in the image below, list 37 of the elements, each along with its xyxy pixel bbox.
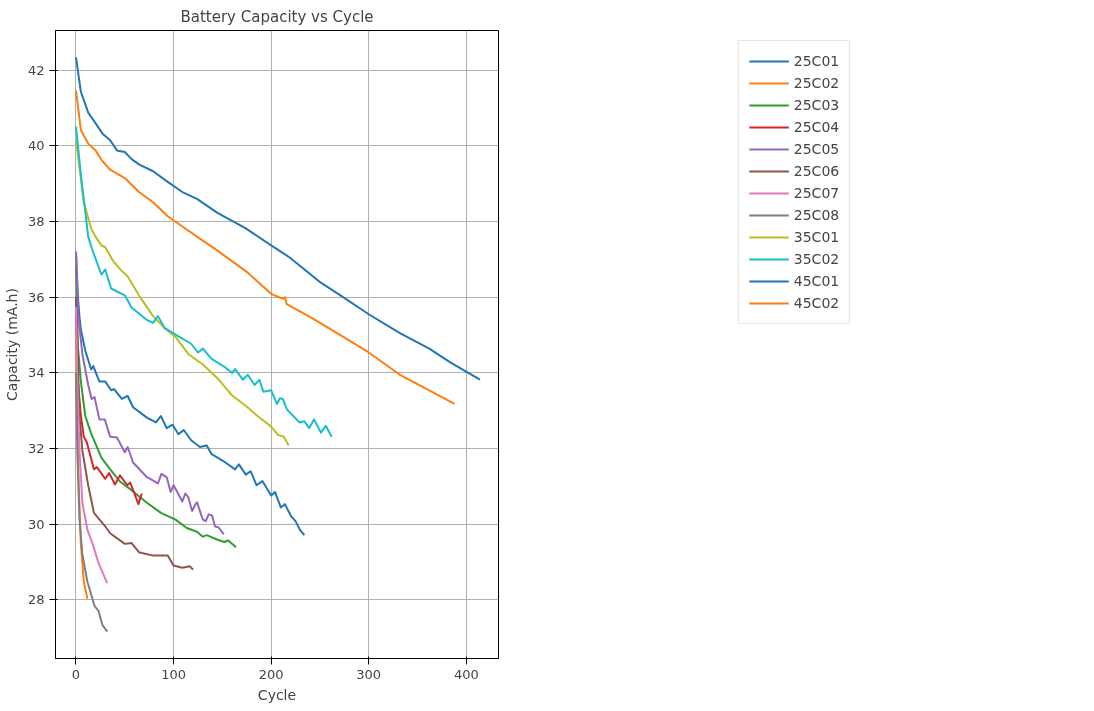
legend-label: 25C08: [793, 207, 840, 223]
y-tick-label: 32: [27, 441, 45, 457]
legend-label: 25C07: [793, 185, 840, 201]
x-tick-label: 200: [258, 666, 284, 682]
y-axis-title: Capacity (mA.h): [3, 288, 20, 401]
legend-label: 45C01: [793, 273, 840, 289]
line-series: [74, 250, 225, 536]
x-tick-label: 100: [161, 666, 186, 682]
line-series: [74, 125, 333, 438]
legend-label: 35C02: [793, 251, 840, 267]
legend-label: 25C03: [793, 97, 840, 113]
y-tick-label: 28: [27, 592, 45, 608]
x-tick-label: 300: [356, 666, 382, 682]
x-tick-label: 400: [453, 666, 479, 682]
y-tick-label: 36: [27, 289, 45, 305]
x-tick-label: 0: [71, 666, 81, 682]
legend-label: 25C04: [793, 119, 840, 135]
line-series: [74, 265, 238, 549]
y-tick-label: 30: [27, 516, 45, 532]
x-axis-title: Cycle: [257, 686, 297, 703]
legend-label: 25C05: [793, 141, 840, 157]
line-series: [74, 56, 481, 381]
line-series: [74, 296, 195, 571]
legend-label: 45C02: [793, 295, 840, 311]
line-series: [74, 89, 456, 405]
y-tick-label: 38: [27, 214, 45, 230]
line-series: [74, 371, 109, 633]
legend-label: 35C01: [793, 229, 840, 245]
y-tick-label: 42: [27, 62, 45, 78]
legend-label: 25C06: [793, 163, 840, 179]
y-tick-label: 40: [27, 138, 45, 154]
legend-label: 25C02: [793, 75, 840, 91]
y-tick-label: 34: [27, 365, 45, 381]
line-series: [74, 139, 290, 447]
chart-title: Battery Capacity vs Cycle: [180, 7, 374, 26]
legend-label: 25C01: [793, 53, 840, 69]
line-series: [74, 306, 109, 585]
